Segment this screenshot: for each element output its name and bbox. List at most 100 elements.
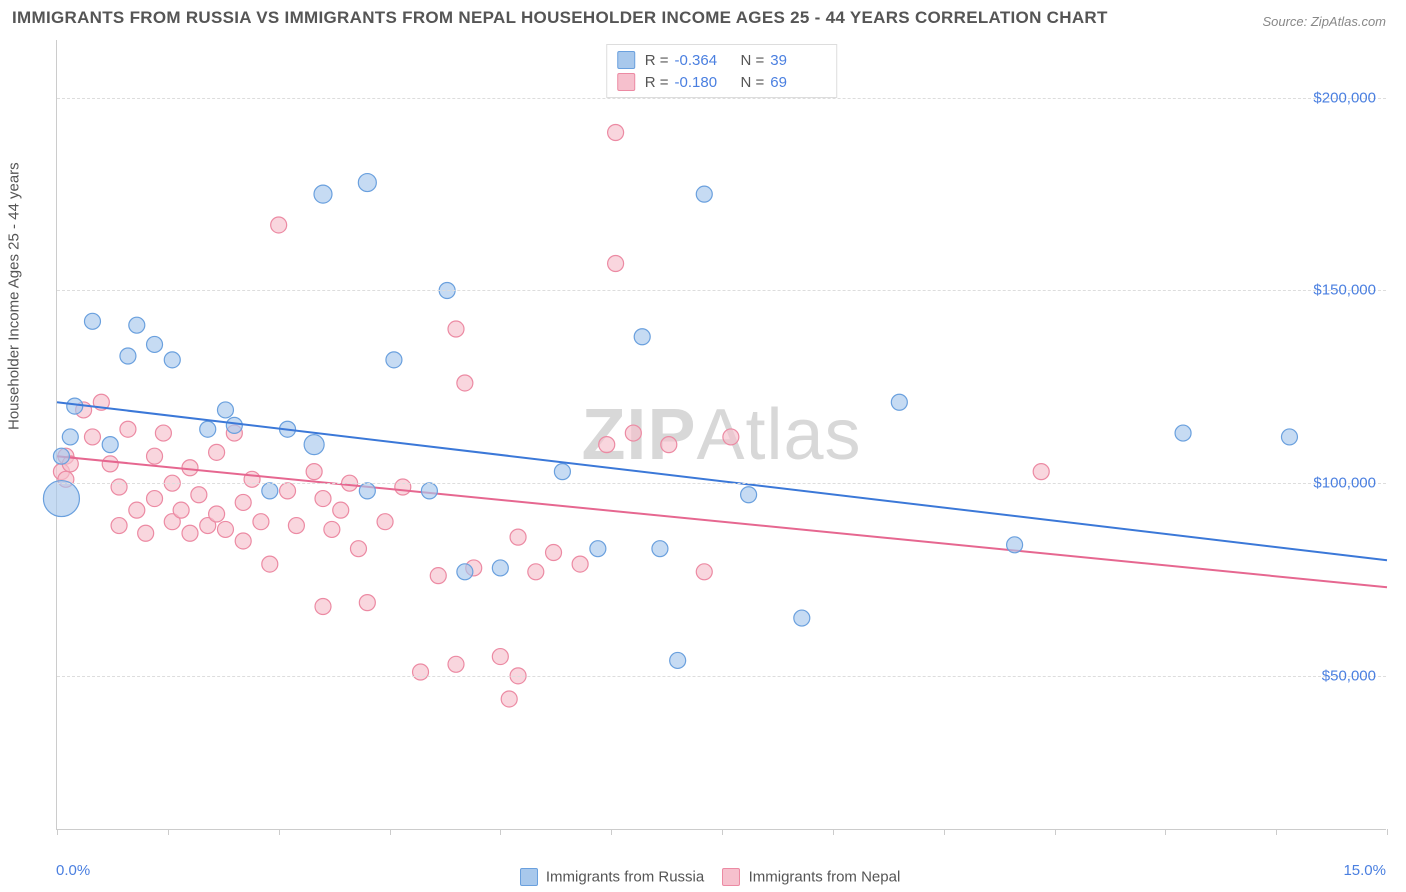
scatter-point — [217, 402, 233, 418]
scatter-point — [634, 329, 650, 345]
scatter-point — [111, 518, 127, 534]
scatter-point — [891, 394, 907, 410]
n-label: N = — [741, 52, 765, 69]
scatter-point — [84, 313, 100, 329]
x-tick — [833, 829, 834, 835]
scatter-point — [315, 491, 331, 507]
x-tick — [500, 829, 501, 835]
scatter-point — [395, 479, 411, 495]
scatter-point — [262, 483, 278, 499]
gridline-h — [57, 98, 1386, 99]
legend-swatch-nepal — [722, 868, 740, 886]
scatter-point — [147, 491, 163, 507]
scatter-point — [164, 352, 180, 368]
scatter-point — [43, 481, 79, 517]
scatter-point — [235, 533, 251, 549]
x-tick — [1165, 829, 1166, 835]
scatter-point — [1281, 429, 1297, 445]
scatter-point — [102, 456, 118, 472]
scatter-point — [572, 556, 588, 572]
scatter-point — [652, 541, 668, 557]
scatter-point — [625, 425, 641, 441]
scatter-point — [209, 506, 225, 522]
scatter-point — [111, 479, 127, 495]
scatter-point — [546, 545, 562, 561]
scatter-point — [661, 437, 677, 453]
scatter-point — [62, 429, 78, 445]
r-value-nepal: -0.180 — [675, 74, 731, 91]
x-tick — [1055, 829, 1056, 835]
scatter-point — [53, 448, 69, 464]
scatter-point — [1175, 425, 1191, 441]
scatter-point — [306, 464, 322, 480]
scatter-point — [217, 521, 233, 537]
scatter-point — [492, 560, 508, 576]
scatter-point — [333, 502, 349, 518]
scatter-point — [510, 529, 526, 545]
legend-swatch-russia — [520, 868, 538, 886]
scatter-point — [200, 421, 216, 437]
chart-title: IMMIGRANTS FROM RUSSIA VS IMMIGRANTS FRO… — [12, 8, 1108, 28]
n-value-nepal: 69 — [770, 74, 826, 91]
scatter-point — [129, 317, 145, 333]
scatter-point — [226, 417, 242, 433]
scatter-point — [670, 652, 686, 668]
gridline-h — [57, 290, 1386, 291]
scatter-point — [696, 186, 712, 202]
scatter-point — [288, 518, 304, 534]
scatter-point — [129, 502, 145, 518]
scatter-point — [421, 483, 437, 499]
y-tick-label: $100,000 — [1313, 475, 1376, 492]
plot-area: ZIPAtlas R = -0.364 N = 39 R = -0.180 N … — [56, 40, 1386, 830]
x-tick — [1387, 829, 1388, 835]
scatter-point — [209, 444, 225, 460]
y-tick-label: $50,000 — [1322, 667, 1376, 684]
source-attribution: Source: ZipAtlas.com — [1262, 14, 1386, 29]
scatter-point — [262, 556, 278, 572]
scatter-point — [528, 564, 544, 580]
scatter-point — [147, 336, 163, 352]
scatter-point — [457, 564, 473, 580]
gridline-h — [57, 676, 1386, 677]
r-label: R = — [645, 52, 669, 69]
r-label: R = — [645, 74, 669, 91]
scatter-point — [448, 656, 464, 672]
swatch-russia — [617, 51, 635, 69]
scatter-point — [67, 398, 83, 414]
scatter-point — [457, 375, 473, 391]
scatter-point — [599, 437, 615, 453]
scatter-point — [147, 448, 163, 464]
scatter-point — [191, 487, 207, 503]
y-tick-label: $150,000 — [1313, 282, 1376, 299]
scatter-point — [608, 256, 624, 272]
scatter-point — [182, 525, 198, 541]
n-label: N = — [741, 74, 765, 91]
y-axis-label: Householder Income Ages 25 - 44 years — [6, 162, 23, 430]
scatter-point — [324, 521, 340, 537]
scatter-point — [359, 483, 375, 499]
scatter-point — [314, 185, 332, 203]
scatter-point — [350, 541, 366, 557]
scatter-point — [359, 595, 375, 611]
scatter-point — [590, 541, 606, 557]
scatter-point — [155, 425, 171, 441]
scatter-point — [723, 429, 739, 445]
scatter-point — [235, 494, 251, 510]
scatter-point — [554, 464, 570, 480]
legend-label-nepal: Immigrants from Nepal — [749, 869, 901, 886]
scatter-point — [120, 421, 136, 437]
scatter-point — [492, 649, 508, 665]
scatter-point — [315, 598, 331, 614]
x-tick — [722, 829, 723, 835]
scatter-point — [1033, 464, 1049, 480]
scatter-point — [1007, 537, 1023, 553]
x-tick — [57, 829, 58, 835]
scatter-point — [244, 471, 260, 487]
scatter-point — [304, 435, 324, 455]
series-legend: Immigrants from Russia Immigrants from N… — [0, 868, 1406, 886]
scatter-point — [138, 525, 154, 541]
chart-svg — [57, 40, 1386, 829]
scatter-point — [120, 348, 136, 364]
scatter-point — [608, 124, 624, 140]
scatter-point — [102, 437, 118, 453]
